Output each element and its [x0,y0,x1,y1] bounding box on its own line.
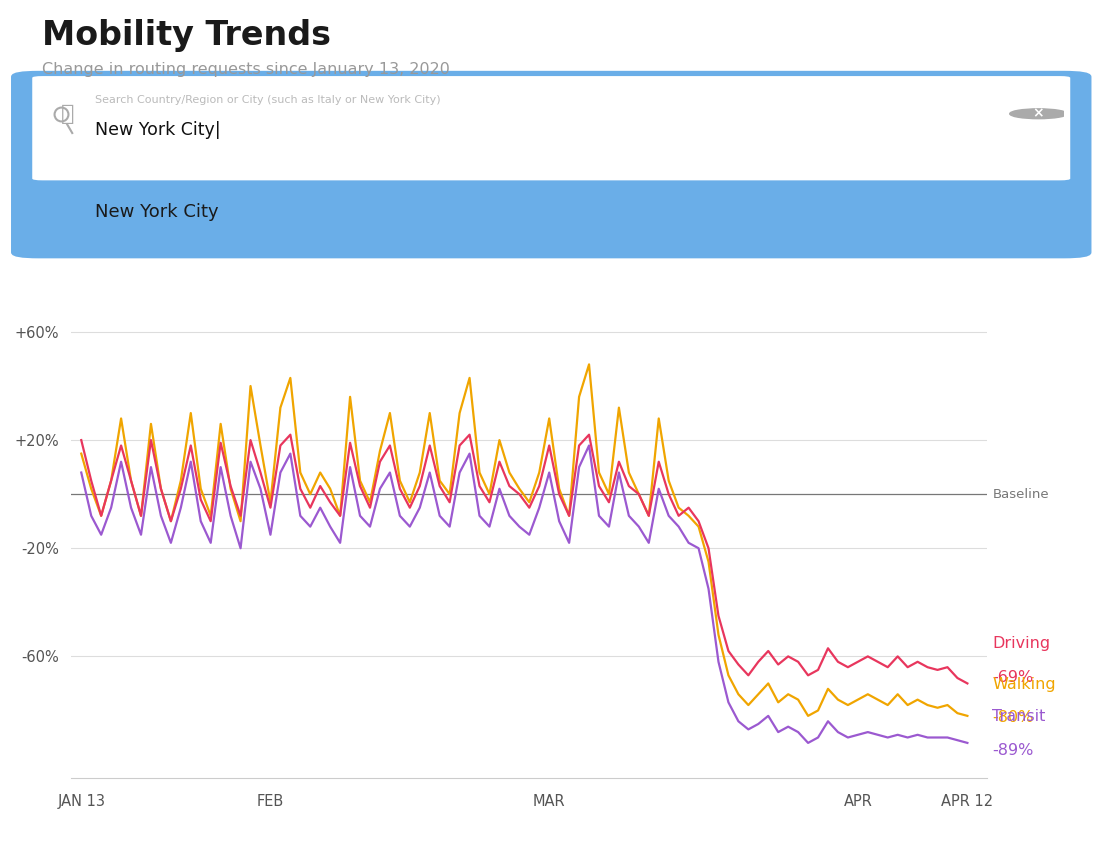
Text: New York City: New York City [94,203,218,221]
Text: -69%: -69% [993,670,1033,685]
Text: ⌕: ⌕ [61,103,75,124]
Text: New York City|: New York City| [94,121,220,139]
Text: Baseline: Baseline [993,487,1049,501]
FancyBboxPatch shape [32,76,1071,180]
Text: Transit: Transit [993,709,1045,724]
FancyBboxPatch shape [13,73,1089,256]
Text: Walking: Walking [993,676,1056,692]
Text: -89%: -89% [993,743,1033,758]
Text: Mobility Trends: Mobility Trends [42,19,330,52]
Text: ×: × [1032,107,1044,121]
Text: Driving: Driving [993,636,1051,651]
Circle shape [1009,109,1067,119]
Text: Change in routing requests since January 13, 2020: Change in routing requests since January… [42,62,450,77]
Text: Search Country/Region or City (such as Italy or New York City): Search Country/Region or City (such as I… [94,95,440,104]
Text: -80%: -80% [993,711,1033,725]
